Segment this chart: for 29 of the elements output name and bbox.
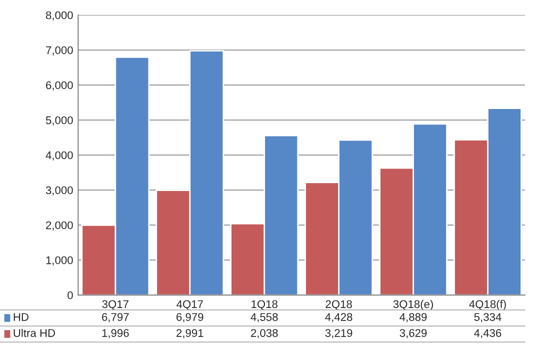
y-tick-label: 7,000 [46, 46, 73, 56]
legend-label: HD [14, 313, 28, 321]
data-label: 4,428 [325, 313, 352, 322]
y-tick-label: 8,000 [46, 11, 73, 20]
data-label: 2,991 [176, 329, 204, 338]
data-label: 4,889 [400, 313, 427, 322]
y-tick-label: 1,000 [46, 256, 73, 266]
x-tick-label: 2Q18 [326, 300, 352, 310]
legend-label: Ultra HD [14, 328, 55, 337]
y-tick-label: 2,000 [46, 221, 73, 230]
data-label: 2,038 [250, 329, 278, 338]
data-label: 5,334 [474, 313, 502, 322]
data-label: 6,979 [176, 313, 204, 322]
data-label: 3,219 [325, 329, 352, 338]
x-tick-label: 4Q17 [176, 300, 203, 310]
data-label: 4,436 [474, 329, 502, 338]
data-label: 6,797 [102, 313, 129, 322]
y-tick-label: 3,000 [46, 186, 73, 196]
x-tick-label: 1Q18 [252, 300, 278, 310]
data-label: 3,629 [400, 329, 427, 338]
y-tick-label: 5,000 [46, 116, 73, 126]
data-label: 4,558 [250, 313, 278, 322]
y-tick-label: 6,000 [46, 81, 73, 90]
x-tick-label: 3Q18(e) [393, 300, 433, 310]
x-tick-label: 3Q17 [102, 300, 128, 310]
x-tick-label: 4Q18(f) [469, 300, 506, 310]
y-tick-label: 4,000 [46, 151, 73, 160]
data-label: 1,996 [102, 329, 129, 338]
y-tick-label: 0 [68, 291, 73, 300]
